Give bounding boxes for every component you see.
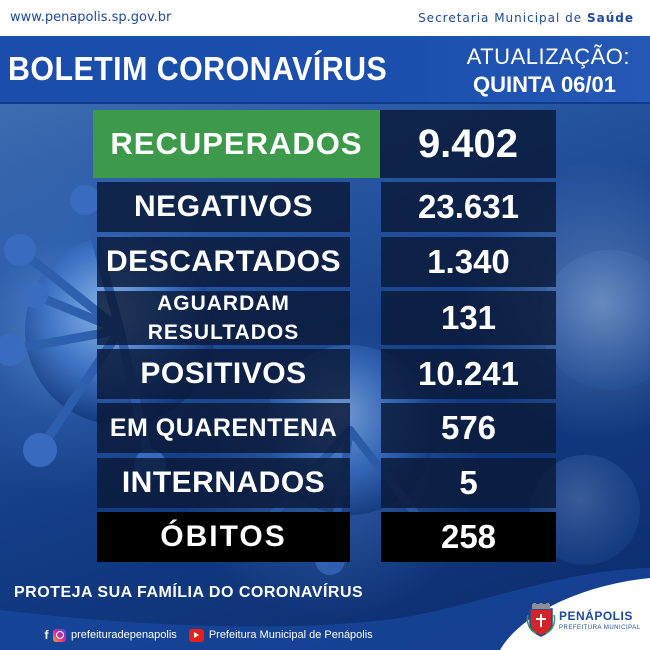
stat-value-quarentena: 576 xyxy=(381,403,556,453)
stat-value-obitos: 258 xyxy=(381,512,556,562)
stat-row-recuperados: RECUPERADOS 9.402 xyxy=(0,110,650,178)
stat-value-descartados: 1.340 xyxy=(381,237,556,287)
youtube-icon[interactable] xyxy=(188,628,204,642)
department-name: Secretaria Municipal de Saúde xyxy=(418,11,634,25)
update-date: QUINTA 06/01 xyxy=(472,72,616,97)
city-logo: PENÁPOLIS PREFEITURA MUNICIPAL xyxy=(526,603,641,639)
stat-label-positivos: POSITIVOS xyxy=(97,349,350,399)
stat-value-recuperados: 9.402 xyxy=(380,110,556,178)
header-band: BOLETIM CORONAVÍRUS ATUALIZAÇÃO: QUINTA … xyxy=(0,36,650,104)
stat-label-negativos: NEGATIVOS xyxy=(97,182,350,232)
youtube-channel[interactable]: Prefeitura Municipal de Penápolis xyxy=(208,629,373,641)
department-highlight: Saúde xyxy=(586,11,634,25)
stat-label-aguardam: AGUARDAM RESULTADOS xyxy=(97,291,350,345)
stat-value-negativos: 23.631 xyxy=(381,182,556,232)
instagram-icon[interactable] xyxy=(53,628,66,642)
stat-label-obitos: ÓBITOS xyxy=(97,512,350,562)
social-links: f prefeituradepenapolis Prefeitura Munic… xyxy=(42,627,373,643)
stat-row-negativos: NEGATIVOS 23.631 xyxy=(0,182,650,232)
stat-label-quarentena: EM QUARENTENA xyxy=(97,403,350,453)
stat-label-descartados: DESCARTADOS xyxy=(97,237,350,287)
stat-label-internados: INTERNADOS xyxy=(97,458,350,508)
site-url[interactable]: www.penapolis.sp.gov.br xyxy=(10,10,172,25)
stat-value-positivos: 10.241 xyxy=(381,349,556,399)
logo-name: PENÁPOLIS xyxy=(559,609,633,623)
stat-row-internados: INTERNADOS 5 xyxy=(0,458,650,508)
stat-label-recuperados: RECUPERADOS xyxy=(93,110,380,178)
logo-subtitle: PREFEITURA MUNICIPAL xyxy=(559,625,641,631)
coat-of-arms-logo xyxy=(526,603,556,637)
stat-row-obitos: ÓBITOS 258 xyxy=(0,512,650,562)
stat-value-internados: 5 xyxy=(381,458,556,508)
stat-row-positivos: POSITIVOS 10.241 xyxy=(0,349,650,399)
department-prefix: Secretaria Municipal de xyxy=(418,11,587,25)
update-label: ATUALIZAÇÃO: xyxy=(466,44,630,69)
slogan: PROTEJA SUA FAMÍLIA DO CORONAVÍRUS xyxy=(14,584,364,601)
top-bar: www.penapolis.sp.gov.br Secretaria Munic… xyxy=(0,0,650,36)
social-handle[interactable]: prefeituradepenapolis xyxy=(71,629,177,641)
stat-row-descartados: DESCARTADOS 1.340 xyxy=(0,237,650,287)
facebook-icon[interactable]: f xyxy=(44,628,49,642)
stat-row-quarentena: EM QUARENTENA 576 xyxy=(0,403,650,453)
stat-value-aguardam: 131 xyxy=(381,291,556,345)
page-title: BOLETIM CORONAVÍRUS xyxy=(8,50,388,87)
stat-row-aguardam: AGUARDAM RESULTADOS 131 xyxy=(0,291,650,345)
